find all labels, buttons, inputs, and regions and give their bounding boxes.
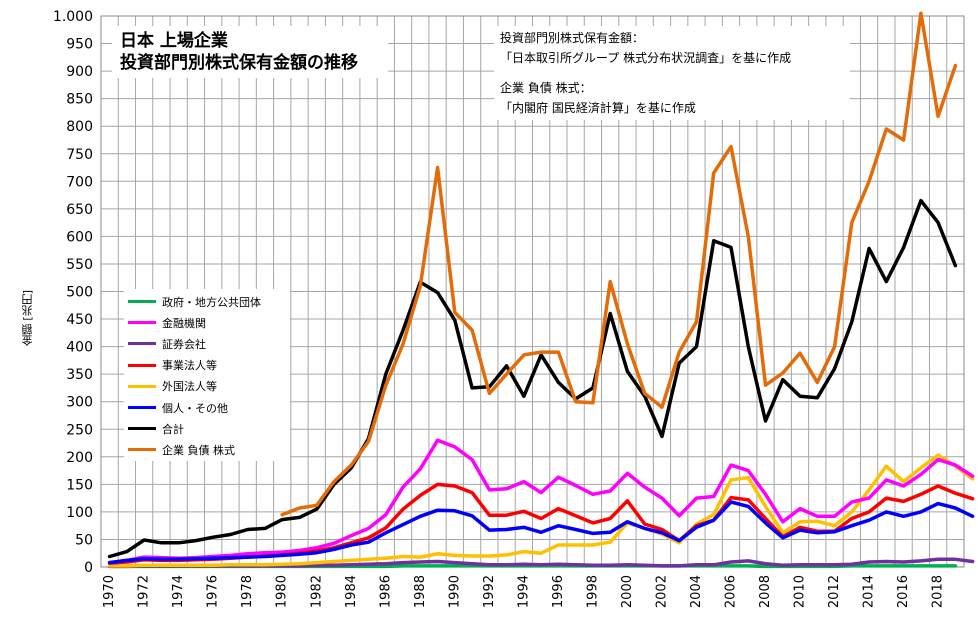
x-tick-label: 2018 bbox=[931, 575, 946, 608]
x-tick-label: 2012 bbox=[827, 575, 842, 608]
legend-label: 事業法人等 bbox=[162, 359, 217, 373]
series-line bbox=[107, 453, 975, 568]
legend-item: 証券会社 bbox=[128, 333, 286, 354]
x-tick-label: 1984 bbox=[344, 575, 359, 608]
y-tick-label: 550 bbox=[66, 257, 93, 273]
y-tick-label: 700 bbox=[66, 174, 93, 190]
y-tick-label: 650 bbox=[66, 202, 93, 218]
legend-label: 証券会社 bbox=[162, 337, 206, 351]
y-tick-label: 300 bbox=[66, 395, 93, 411]
y-tick-label: 900 bbox=[66, 64, 93, 80]
legend-swatch bbox=[128, 342, 156, 346]
x-tick-label: 1986 bbox=[378, 575, 393, 608]
source-note-line: 投資部門別株式保有金額： bbox=[500, 31, 645, 45]
x-tick-label: 1982 bbox=[309, 575, 324, 608]
legend-item: 外国法人等 bbox=[128, 376, 286, 397]
y-tick-label: 400 bbox=[66, 340, 93, 356]
source-note-line: 企業 負債 株式： bbox=[500, 81, 592, 95]
legend-item: 企業 負債 株式 bbox=[128, 439, 286, 460]
source-note-line: 「日本取引所グループ 株式分布状況調査」を基に作成 bbox=[500, 51, 792, 65]
y-tick-label: 450 bbox=[66, 312, 93, 328]
legend-item: 個人・その他 bbox=[128, 397, 286, 418]
legend-label: 企業 負債 株式 bbox=[162, 443, 235, 457]
x-tick-label: 1992 bbox=[482, 575, 497, 608]
x-tick-label: 2004 bbox=[689, 575, 704, 608]
y-tick-label: 1.000 bbox=[53, 9, 93, 25]
x-tick-label: 1988 bbox=[413, 575, 428, 608]
x-tick-label: 1976 bbox=[206, 575, 221, 608]
chart-title-line-2: 投資部門別株式保有金額の推移 bbox=[120, 53, 358, 73]
y-tick-label: 500 bbox=[66, 285, 93, 301]
y-tick-label: 800 bbox=[66, 119, 93, 135]
legend-item: 合計 bbox=[128, 418, 286, 439]
legend-label: 政府・地方公共団体 bbox=[162, 295, 261, 309]
y-tick-label: 250 bbox=[66, 422, 93, 438]
y-tick-label: 100 bbox=[66, 505, 93, 521]
legend-swatch bbox=[128, 448, 156, 452]
x-tick-label: 1972 bbox=[137, 575, 152, 608]
legend-label: 合計 bbox=[162, 422, 184, 436]
series-line bbox=[107, 500, 975, 565]
x-tick-label: 1970 bbox=[102, 575, 117, 608]
source-note-box: 投資部門別株式保有金額： 「日本取引所グループ 株式分布状況調査」を基に作成 企… bbox=[494, 26, 850, 120]
x-tick-label: 1978 bbox=[240, 575, 255, 608]
chart-legend: 政府・地方公共団体 金融機関証券会社事業法人等外国法人等個人・その他 合計企業 負債… bbox=[124, 289, 290, 461]
x-axis-ticks: 1970 1972 1974 1976 1978 1980 1982 1984 1986 1988… bbox=[102, 575, 945, 608]
x-tick-label: 1996 bbox=[551, 575, 566, 608]
legend-swatch bbox=[128, 384, 156, 388]
source-note-line bbox=[500, 68, 844, 78]
x-tick-label: 2016 bbox=[896, 575, 911, 608]
y-tick-label: 950 bbox=[66, 37, 93, 53]
y-tick-label: 50 bbox=[75, 532, 93, 548]
x-tick-label: 2014 bbox=[862, 575, 877, 608]
series-line bbox=[107, 198, 958, 559]
legend-swatch bbox=[128, 321, 156, 325]
y-tick-label: 0 bbox=[84, 560, 93, 576]
legend-item: 事業法人等 bbox=[128, 355, 286, 376]
legend-swatch bbox=[128, 406, 156, 410]
y-tick-label: 200 bbox=[66, 450, 93, 466]
x-tick-label: 1994 bbox=[516, 575, 531, 608]
y-axis-label: 金額 [兆円] bbox=[21, 290, 34, 347]
legend-item: 金融機関 bbox=[128, 312, 286, 333]
legend-swatch bbox=[128, 300, 156, 304]
legend-label: 外国法人等 bbox=[162, 380, 217, 394]
y-axis-ticks: 0 50 100 150 200 250 300 350 400 450 500 550 600 650 7… bbox=[53, 9, 93, 576]
y-tick-label: 600 bbox=[66, 229, 93, 245]
x-tick-label: 1980 bbox=[275, 575, 290, 608]
legend-item: 政府・地方公共団体 bbox=[128, 291, 286, 312]
series-line bbox=[280, 11, 958, 517]
legend-swatch bbox=[128, 363, 156, 367]
x-tick-label: 2010 bbox=[793, 575, 808, 608]
chart-title-box: 日本 上場企業 投資部門別株式保有金額の推移 bbox=[112, 26, 388, 78]
series-line bbox=[107, 438, 975, 565]
legend-label: 個人・その他 bbox=[162, 401, 228, 415]
x-tick-label: 1990 bbox=[447, 575, 462, 608]
y-tick-label: 150 bbox=[66, 477, 93, 493]
source-note-line: 「内閣府 国民経済計算」を基に作成 bbox=[500, 101, 696, 115]
x-tick-label: 2008 bbox=[758, 575, 773, 608]
legend-swatch bbox=[128, 427, 156, 431]
y-tick-label: 850 bbox=[66, 92, 93, 108]
series-lines bbox=[107, 11, 975, 569]
x-tick-label: 1998 bbox=[585, 575, 600, 608]
x-tick-label: 2006 bbox=[723, 575, 738, 608]
legend-label: 金融機関 bbox=[162, 316, 206, 330]
y-tick-label: 750 bbox=[66, 147, 93, 163]
x-tick-label: 1974 bbox=[171, 575, 186, 608]
chart-title-line-1: 日本 上場企業 bbox=[120, 31, 228, 51]
y-tick-label: 350 bbox=[66, 367, 93, 383]
x-tick-label: 2000 bbox=[620, 575, 635, 608]
x-tick-label: 2002 bbox=[654, 575, 669, 608]
